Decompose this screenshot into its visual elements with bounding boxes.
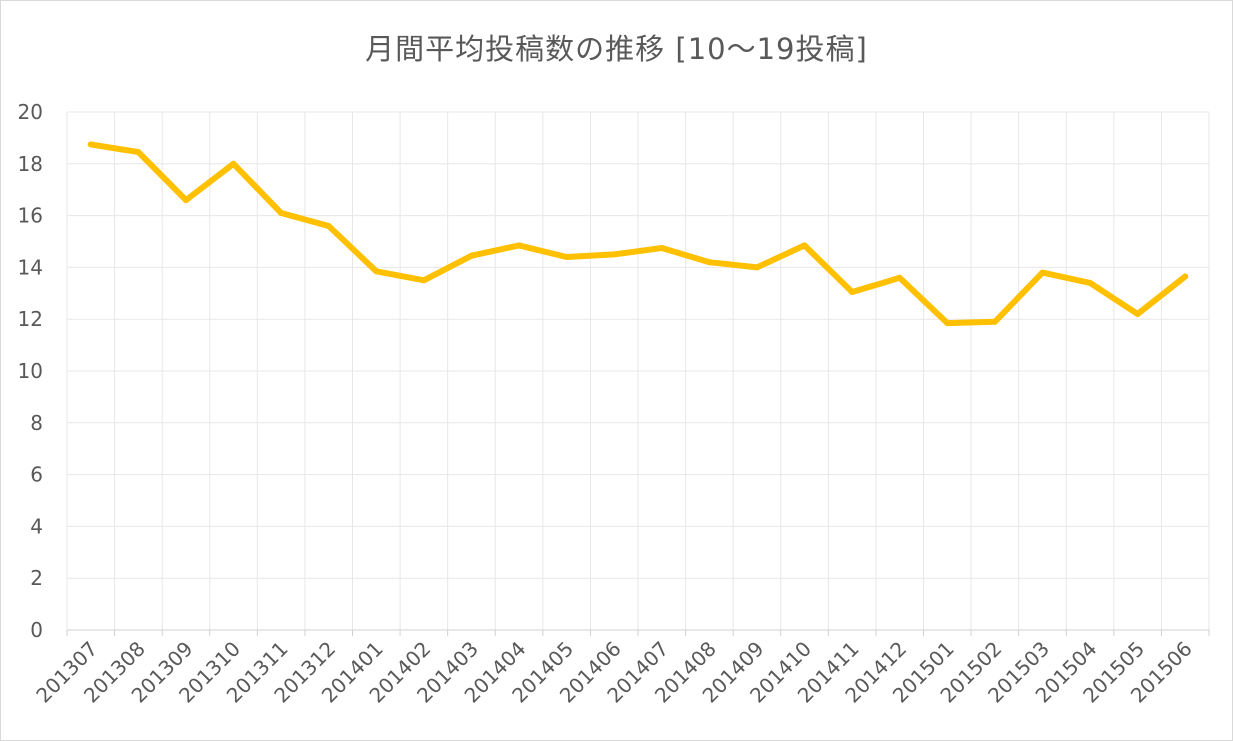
y-tick-label: 12 <box>18 307 43 331</box>
data-point <box>1134 311 1141 317</box>
data-point <box>1182 273 1189 280</box>
y-tick-label: 20 <box>18 100 43 124</box>
data-point <box>611 251 618 258</box>
data-point <box>1039 269 1046 276</box>
data-point <box>991 318 998 325</box>
data-point <box>325 223 332 229</box>
data-point <box>706 259 713 266</box>
y-tick-label: 10 <box>18 359 43 383</box>
series-line <box>87 141 1189 327</box>
y-tick-label: 4 <box>30 514 43 538</box>
data-point <box>420 277 427 284</box>
data-point <box>896 274 903 281</box>
data-point <box>658 245 665 251</box>
data-point <box>278 210 285 216</box>
y-tick-label: 16 <box>18 204 43 228</box>
data-point <box>516 242 522 249</box>
chart-title: 月間平均投稿数の推移 [10～19投稿] <box>365 32 868 66</box>
data-point <box>468 252 475 259</box>
data-point <box>944 320 951 327</box>
data-point <box>563 254 570 260</box>
data-point <box>1087 279 1093 286</box>
y-tick-label: 6 <box>30 463 43 487</box>
data-point <box>183 197 189 204</box>
data-point <box>230 160 237 167</box>
data-point <box>87 141 94 148</box>
y-tick-label: 14 <box>18 255 43 279</box>
data-point <box>135 149 142 156</box>
data-point <box>754 264 760 271</box>
y-tick-label: 18 <box>18 152 43 176</box>
y-tick-label: 2 <box>30 566 43 590</box>
y-tick-label: 8 <box>30 411 43 435</box>
data-point <box>801 242 808 249</box>
data-point <box>373 268 380 275</box>
data-point <box>849 289 856 295</box>
y-tick-label: 0 <box>30 618 43 642</box>
